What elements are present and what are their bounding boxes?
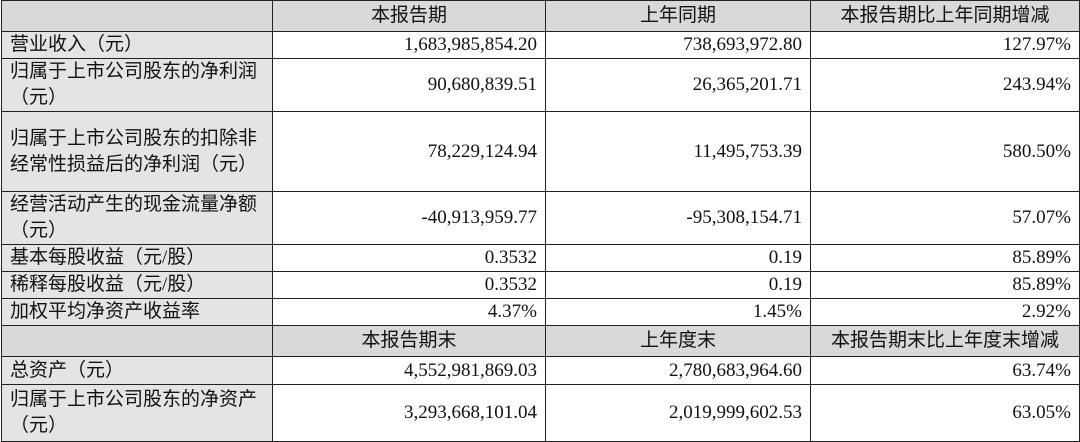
header-cell: 本报告期比上年同期增减: [810, 0, 1080, 32]
header-cell: 本报告期末: [272, 325, 546, 357]
value-cell: 11,495,753.39: [545, 111, 811, 192]
data-row: 归属于上市公司股东的净资产（元） 3,293,668,101.04 2,019,99…: [1, 384, 1080, 442]
value-cell: 63.05%: [810, 384, 1080, 442]
row-label: 归属于上市公司股东的净资产（元）: [1, 384, 273, 442]
row-label: 稀释每股收益（元/股）: [1, 271, 273, 299]
value-cell: 4.37%: [272, 298, 546, 326]
row-label: 归属于上市公司股东的扣除非经常性损益后的净利润（元）: [1, 111, 273, 192]
row-label: 总资产（元）: [1, 356, 273, 385]
row-label: 加权平均净资产收益率: [1, 298, 273, 326]
value-cell: 1,683,985,854.20: [272, 31, 546, 59]
value-cell: 0.19: [545, 271, 811, 299]
data-row: 基本每股收益（元/股） 0.3532 0.19 85.89%: [1, 244, 1080, 272]
data-row: 加权平均净资产收益率 4.37% 1.45% 2.92%: [1, 298, 1080, 326]
data-row: 经营活动产生的现金流量净额（元） -40,913,959.77 -95,308,15…: [1, 191, 1080, 245]
header-row: 本报告期 上年同期 本报告期比上年同期增减: [1, 0, 1080, 32]
value-cell: 243.94%: [810, 58, 1080, 112]
value-cell: 0.3532: [272, 244, 546, 272]
value-cell: 85.89%: [810, 271, 1080, 299]
header-cell: [1, 0, 273, 32]
value-cell: -95,308,154.71: [545, 191, 811, 245]
value-cell: 78,229,124.94: [272, 111, 546, 192]
value-cell: 0.3532: [272, 271, 546, 299]
value-cell: 127.97%: [810, 31, 1080, 59]
data-row: 稀释每股收益（元/股） 0.3532 0.19 85.89%: [1, 271, 1080, 299]
header-cell: 上年同期: [545, 0, 811, 32]
row-label: 归属于上市公司股东的净利润（元）: [1, 58, 273, 112]
value-cell: 63.74%: [810, 356, 1080, 385]
row-label: 经营活动产生的现金流量净额（元）: [1, 191, 273, 245]
value-cell: 57.07%: [810, 191, 1080, 245]
value-cell: -40,913,959.77: [272, 191, 546, 245]
value-cell: 4,552,981,869.03: [272, 356, 546, 385]
value-cell: 0.19: [545, 244, 811, 272]
header-cell: [1, 325, 273, 357]
header-row: 本报告期末 上年度末 本报告期末比上年度末增减: [1, 325, 1080, 357]
value-cell: 26,365,201.71: [545, 58, 811, 112]
data-row: 总资产（元） 4,552,981,869.03 2,780,683,964.60 63…: [1, 356, 1080, 385]
value-cell: 738,693,972.80: [545, 31, 811, 59]
value-cell: 2,780,683,964.60: [545, 356, 811, 385]
data-row: 归属于上市公司股东的净利润（元） 90,680,839.51 26,365,201.…: [1, 58, 1080, 112]
value-cell: 3,293,668,101.04: [272, 384, 546, 442]
header-cell: 上年度末: [545, 325, 811, 357]
value-cell: 2,019,999,602.53: [545, 384, 811, 442]
row-label: 基本每股收益（元/股）: [1, 244, 273, 272]
header-cell: 本报告期: [272, 0, 546, 32]
value-cell: 580.50%: [810, 111, 1080, 192]
value-cell: 85.89%: [810, 244, 1080, 272]
value-cell: 1.45%: [545, 298, 811, 326]
value-cell: 90,680,839.51: [272, 58, 546, 112]
row-label: 营业收入（元）: [1, 31, 273, 59]
header-cell: 本报告期末比上年度末增减: [810, 325, 1080, 357]
value-cell: 2.92%: [810, 298, 1080, 326]
data-row: 营业收入（元） 1,683,985,854.20 738,693,972.80 127…: [1, 31, 1080, 59]
data-row: 归属于上市公司股东的扣除非经常性损益后的净利润（元） 78,229,124.94 1…: [1, 111, 1080, 192]
